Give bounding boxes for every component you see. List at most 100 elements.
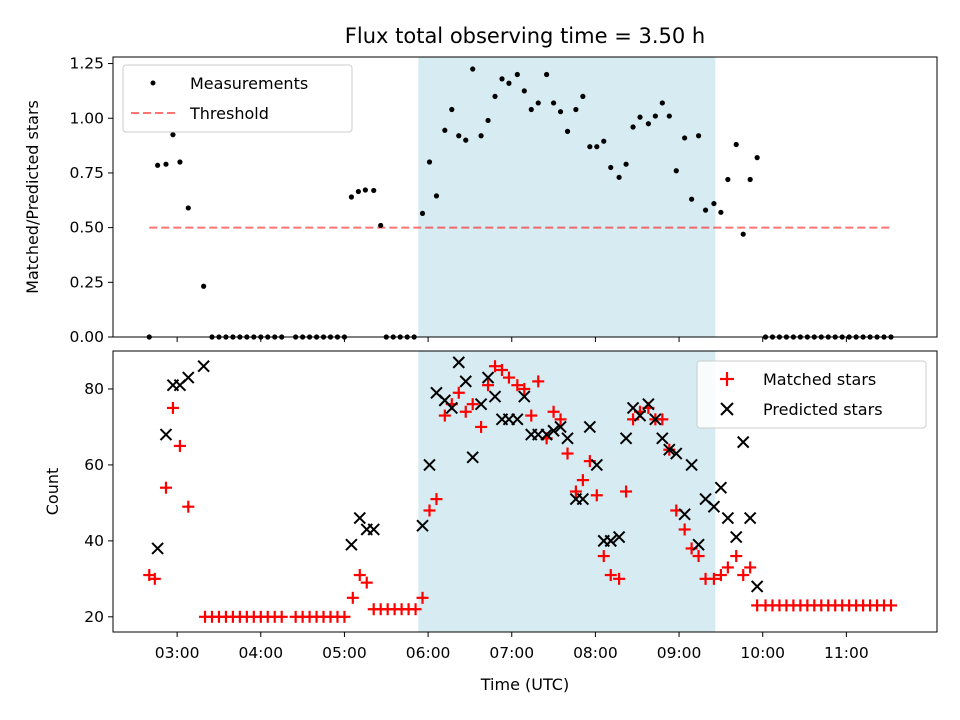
matched-star-point [489, 360, 502, 373]
measurement-point [733, 141, 739, 148]
y-tick-label: 0.25 [69, 273, 104, 291]
measurement-point [177, 159, 183, 165]
predicted-star-point [511, 413, 524, 426]
matched-star-point [475, 420, 488, 433]
legend-measurements-label: Measurements [190, 74, 308, 93]
measurement-point [630, 124, 636, 130]
predicted-star-point [416, 519, 429, 532]
measurement-point [702, 207, 709, 213]
ratio-legend: Measurements Threshold [122, 64, 353, 133]
measurement-point [433, 193, 440, 199]
matched-star-point [554, 413, 567, 426]
matched-star-point [714, 569, 727, 582]
matched-star-point [502, 371, 515, 384]
measurement-point [616, 174, 622, 180]
measurement-point [601, 138, 607, 144]
predicted-star-point [481, 371, 495, 384]
measurement-point [608, 164, 614, 171]
predicted-star-point [561, 432, 574, 445]
matched-star-point [597, 550, 610, 563]
matched-star-point [613, 572, 626, 585]
measurement-point [355, 188, 361, 195]
matched-star-point [884, 599, 897, 612]
matched-star-point [518, 382, 531, 395]
predicted-star-point [612, 530, 626, 544]
predicted-star-point [707, 500, 721, 513]
x-tick-label: 08:00 [573, 644, 618, 662]
predicted-star-point [445, 401, 459, 415]
predicted-star-point [678, 508, 691, 521]
measurement-point [528, 106, 534, 113]
matched-star-point [576, 474, 589, 487]
measurement-point [170, 132, 176, 138]
matched-star-point [409, 603, 422, 616]
measurement-point [725, 176, 731, 183]
predicted-star-point [367, 523, 380, 536]
matched-star-point [511, 379, 524, 392]
x-axis-label: Time (UTC) [480, 675, 569, 694]
legend-measurements-marker [150, 80, 156, 86]
measurement-point [594, 144, 600, 150]
predicted-star-point [736, 435, 750, 449]
matched-star-point [346, 591, 359, 604]
matched-star-point [173, 439, 186, 452]
measurement-point [185, 205, 191, 211]
matched-star-point [569, 485, 582, 498]
ratio-y-axis: 0.00 0.25 0.50 0.75 1.00 1.25 [69, 55, 113, 346]
matched-star-point [525, 409, 538, 422]
predicted-star-point [459, 375, 472, 388]
measurement-point [449, 106, 455, 113]
x-tick-label: 04:00 [238, 644, 283, 662]
measurement-point [645, 121, 651, 127]
predicted-star-point [151, 542, 164, 555]
predicted-star-point [423, 458, 436, 472]
predicted-star-point [649, 413, 662, 426]
matched-star-point [166, 401, 179, 414]
measurement-point [371, 187, 377, 194]
x-tick-label: 06:00 [406, 644, 451, 662]
y-tick-label: 60 [84, 456, 104, 474]
measurement-point [564, 128, 571, 134]
matched-star-point [744, 561, 757, 574]
predicted-star-point [576, 492, 590, 506]
measurement-point [573, 106, 579, 113]
predicted-star-point [670, 447, 683, 460]
matched-star-point [604, 569, 617, 582]
x-tick-label: 03:00 [155, 644, 200, 662]
measurement-point [623, 161, 629, 167]
measurement-point [499, 76, 505, 82]
measurement-point [521, 88, 527, 94]
matched-star-point [532, 375, 545, 388]
count-legend: Matched stars Predicted stars [696, 360, 927, 429]
legend-threshold-label: Threshold [189, 104, 269, 123]
ratio-y-axis-label: Matched/Predicted stars [23, 100, 42, 294]
matched-star-point [275, 610, 288, 623]
matched-star-point [737, 569, 750, 582]
matched-star-point [159, 481, 172, 494]
count-x-axis: 03:00 04:00 05:00 06:00 07:00 08:00 09:00 10:00… [155, 632, 869, 662]
y-tick-label: 1.25 [69, 55, 104, 73]
measurement-point [557, 109, 564, 115]
matched-star-point [730, 550, 743, 563]
predicted-star-point [583, 420, 597, 434]
predicted-star-point [518, 390, 531, 403]
predicted-star-point [750, 580, 764, 593]
matched-star-point [678, 523, 691, 536]
predicted-star-point [554, 420, 567, 434]
measurement-point [201, 283, 207, 289]
ratio-plot-frame [112, 56, 938, 338]
x-tick-label: 10:00 [740, 644, 785, 662]
predicted-star-point [345, 538, 358, 551]
measurement-point [348, 194, 355, 200]
predicted-star-point [714, 481, 728, 494]
matched-star-point [423, 504, 436, 517]
predicted-star-point [474, 397, 488, 411]
predicted-star-point [452, 356, 465, 369]
matched-star-point [590, 489, 603, 502]
x-tick-label: 05:00 [322, 644, 367, 662]
y-tick-label: 80 [84, 380, 104, 398]
matched-star-point [182, 500, 195, 513]
matched-star-point [466, 398, 479, 411]
measurement-point [535, 100, 541, 106]
